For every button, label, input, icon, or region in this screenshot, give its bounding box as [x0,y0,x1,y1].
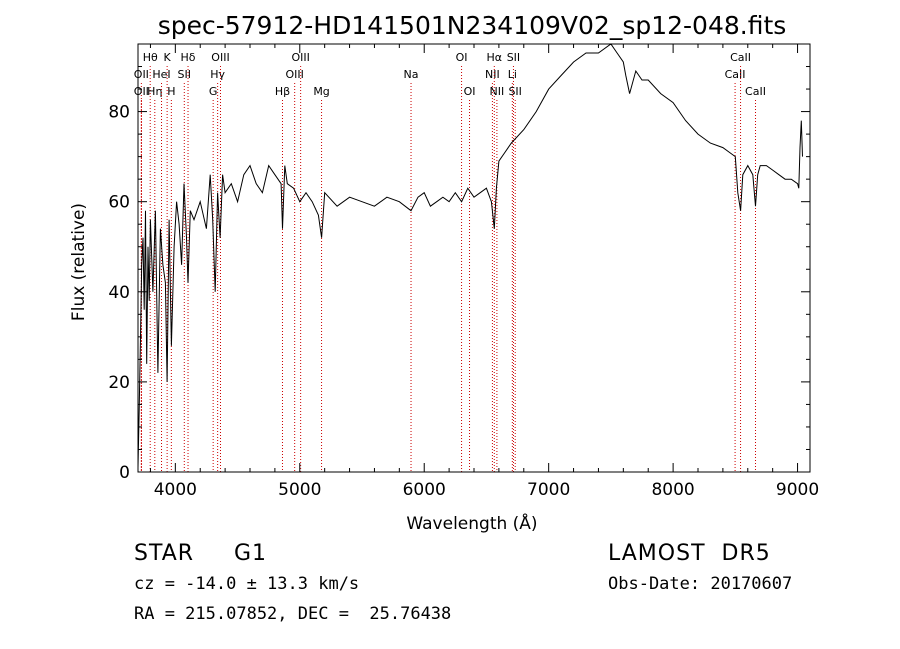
y-tick-label: 80 [108,103,130,123]
spectral-line-label: Hβ [275,85,290,98]
x-tick-label: 8000 [651,480,694,500]
y-axis: 0 20 40 60 80 [108,66,810,483]
spectral-line-label: Li [508,68,517,81]
spectral-line-label: OI [464,85,476,98]
spectral-line-label: Mg [313,85,329,98]
spectral-line-label: SII [508,85,521,98]
y-tick-label: 20 [108,373,130,393]
spectral-line-label: K [164,51,172,64]
spectral-line-label: Hη [147,85,162,98]
x-tick-label: 7000 [527,480,570,500]
x-tick-label: 4000 [154,480,197,500]
y-tick-label: 60 [108,193,130,213]
spectral-line-label: Hδ [181,51,196,64]
x-tick-label: 9000 [776,480,819,500]
spectral-line-label: OIII [211,51,229,64]
obs-date-label: Obs-Date: 20170607 [608,574,793,594]
spectral-line-label: SII [507,51,520,64]
y-tick-label: 40 [108,283,130,303]
survey-label: LAMOST DR5 [608,541,771,566]
x-axis: 4000 5000 6000 7000 8000 9000 [149,44,819,500]
spectral-line-markers: OIIOIIHθHηHeIKHSIIHδGHγOIIIHβOIIIOIIIMgN… [134,51,766,472]
spectral-line-label: OIII [285,68,303,81]
y-axis-label: Flux (relative) [69,203,89,321]
y-tick-label: 0 [119,463,130,483]
spectral-line-label: OI [456,51,468,64]
spectral-line-label: G [209,85,218,98]
spectral-line-label: CaII [745,85,766,98]
spectral-line-label: Hθ [143,51,158,64]
spectral-line-label: SII [178,68,191,81]
spectral-line-label: Hγ [210,68,225,81]
spectral-line-label: H [167,85,175,98]
spectral-line-label: NII [490,85,505,98]
spectral-line-label: Na [404,68,419,81]
spectral-line-label: OII [134,68,149,81]
redshift-label: cz = -14.0 ± 13.3 km/s [134,574,360,594]
coordinates-label: RA = 215.07852, DEC = 25.76438 [134,604,452,624]
object-class: STAR G1 [134,541,268,566]
spectral-line-label: Hα [487,51,503,64]
plot-frame [137,43,811,473]
spectral-line-label: OIII [291,51,309,64]
x-axis-label: Wavelength (Å) [406,512,537,534]
x-tick-label: 5000 [278,480,321,500]
x-tick-label: 6000 [403,480,446,500]
spectral-line-label: HeI [152,68,170,81]
spectral-line-label: CaII [730,51,751,64]
spectral-line-label: NII [485,68,500,81]
chart-title: spec-57912-HD141501N234109V02_sp12-048.f… [158,11,787,40]
spectrum-line [137,43,803,468]
spectral-line-label: CaII [725,68,746,81]
